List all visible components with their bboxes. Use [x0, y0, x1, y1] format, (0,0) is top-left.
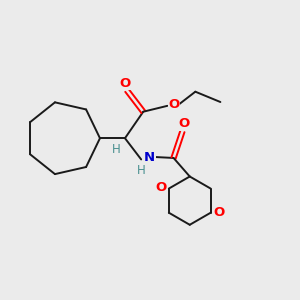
Text: N: N	[144, 151, 155, 164]
Text: O: O	[213, 206, 224, 219]
Text: O: O	[155, 182, 166, 194]
Text: H: H	[112, 143, 121, 156]
Text: O: O	[119, 77, 130, 90]
Text: H: H	[137, 164, 146, 176]
Text: O: O	[179, 117, 190, 130]
Text: O: O	[168, 98, 179, 111]
